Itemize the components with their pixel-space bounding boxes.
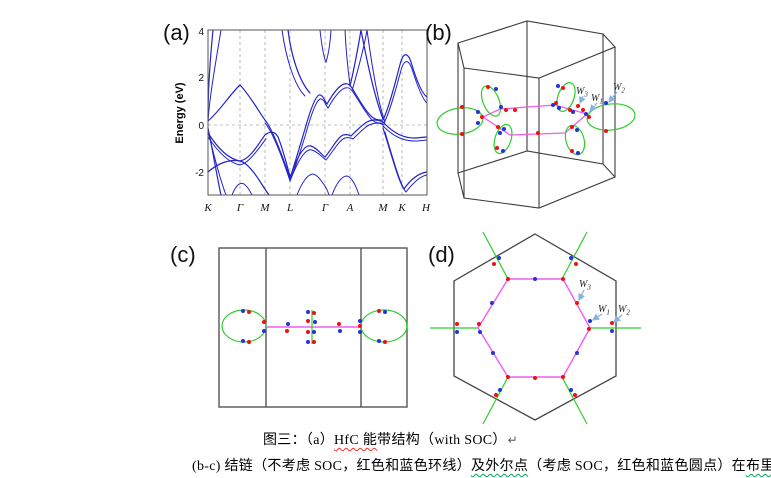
grammar-flagged-text: 及外尔点 [470, 459, 529, 474]
w1-label: W1 [591, 93, 603, 106]
weyl-points-red [247, 309, 387, 344]
x-axis-tick-labels: K Γ M L Γ A M K H [203, 202, 431, 214]
w3-label: W3 [579, 279, 591, 292]
w2-label: W2 [613, 82, 625, 95]
inner-nodal-hexagon-magenta [477, 278, 591, 378]
weyl-points-blue [455, 256, 614, 392]
x-tick-A: A [346, 202, 354, 214]
panel-b-label: (b) [425, 20, 452, 45]
paragraph-mark: ↵ [507, 433, 519, 447]
panel-d-top-view-bz: (d) [428, 231, 641, 425]
y-tick-neg2: -2 [195, 168, 204, 179]
w1-label: W1 [598, 304, 610, 317]
caption-text: （考虑 SOC，红色和蓝色圆点）在 [528, 459, 746, 474]
caption-text: 带结构（with SOC） [377, 433, 507, 448]
panel-a-bands [207, 29, 428, 196]
nodal-loops-green [436, 82, 636, 156]
x-tick-K1: K [203, 202, 212, 214]
x-tick-Gamma1: Γ [236, 202, 244, 214]
weyl-points-red [460, 85, 608, 153]
panel-d-label: (d) [428, 242, 455, 267]
x-tick-H: H [421, 202, 431, 214]
y-tick-2: 2 [198, 73, 204, 84]
panel-b-brillouin-zone-3d: (b) [425, 20, 636, 209]
y-axis-label: Energy (eV) [174, 82, 186, 143]
caption-text: (b-c) 结链（不考虑 SOC，红色和蓝色环线） [192, 459, 471, 474]
weyl-points-blue [241, 309, 387, 344]
weyl-points-blue [476, 84, 608, 155]
grammar-flagged-text: 布里渊区中的 [745, 459, 771, 474]
x-tick-K2: K [397, 202, 406, 214]
panel-a-plot-frame [207, 29, 428, 196]
outer-hexagon-bz [453, 233, 617, 421]
w3-label: W3 [576, 86, 588, 99]
figure-caption-line2: (b-c) 结链（不考虑 SOC，红色和蓝色环线）及外尔点（考虑 SOC，红色和… [192, 455, 771, 475]
spellcheck-flagged-text: HfC 能 [334, 433, 378, 448]
w2-label: W2 [618, 304, 630, 317]
figure-canvas: (a) [163, 20, 641, 425]
panel-b-weyl-annotations: W3 W1 W2 [576, 82, 625, 112]
panel-a-label: (a) [163, 20, 190, 45]
panel-d-weyl-annotations: W3 W1 W2 [578, 279, 630, 323]
figure-caption-line1: 图三：（a）HfC 能带结构（with SOC）↵ [263, 429, 518, 449]
panel-c-label: (c) [170, 242, 196, 267]
x-tick-M1: M [259, 202, 270, 214]
x-tick-L: L [286, 202, 293, 214]
right-green-loop [360, 309, 408, 343]
left-green-loop [221, 309, 267, 343]
weyl-points-red [455, 262, 614, 397]
radial-nodal-lines-green [430, 231, 641, 425]
y-tick-4: 4 [198, 27, 204, 38]
panel-c-side-projection: (c) [170, 242, 408, 408]
x-tick-M2: M [377, 202, 388, 214]
y-tick-0: 0 [198, 121, 204, 132]
panel-a-gridlines [208, 30, 427, 195]
caption-text: 图三：（a） [263, 433, 335, 448]
panel-a-band-structure: (a) [163, 20, 431, 214]
x-tick-Gamma2: Γ [321, 202, 329, 214]
